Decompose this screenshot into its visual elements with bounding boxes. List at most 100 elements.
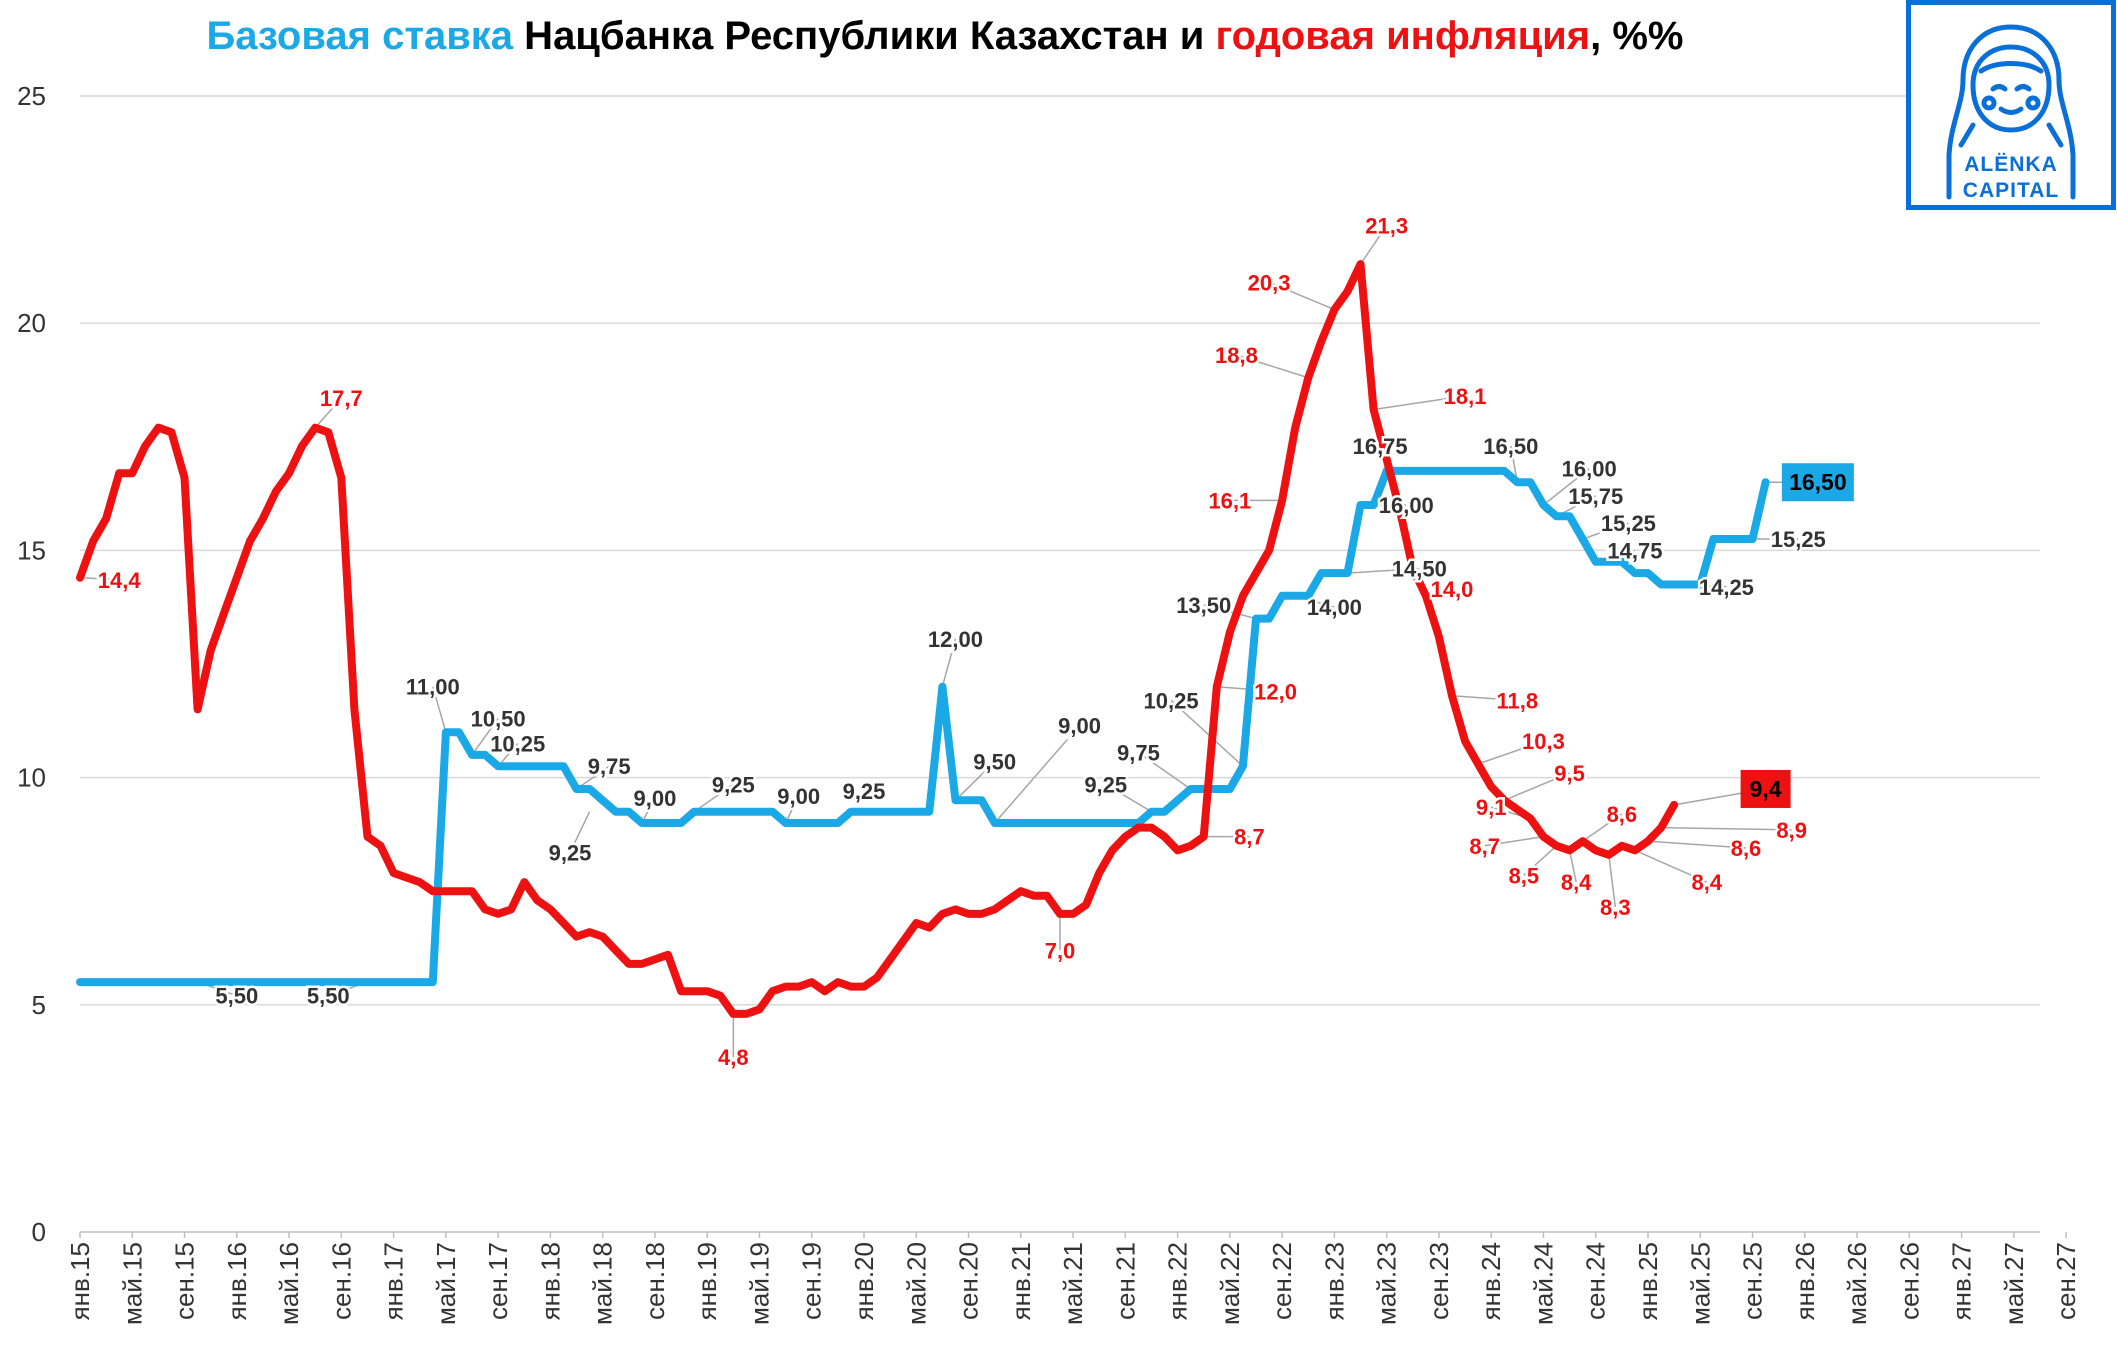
base-rate-line (76, 466, 1770, 987)
data-label: 9,25 (549, 841, 592, 866)
x-tick-label: сен.15 (170, 1242, 200, 1320)
x-tick-label: май.17 (431, 1242, 461, 1325)
x-tick-label: янв.27 (1947, 1242, 1977, 1320)
data-label: 15,25 (1601, 511, 1656, 536)
data-label: 8,5 (1509, 863, 1540, 888)
x-tick-label: янв.23 (1319, 1242, 1349, 1320)
data-label: 11,8 (1497, 688, 1539, 713)
inflation-line (76, 260, 1679, 1018)
leader-line (1105, 783, 1152, 813)
x-tick-label: сен.26 (1894, 1242, 1924, 1320)
gridlines (80, 95, 2040, 1233)
leader-line (641, 797, 656, 824)
leader-line (941, 638, 957, 687)
x-tick-label: янв.16 (222, 1242, 252, 1320)
leader-line (1647, 840, 1747, 849)
data-label: 13,50 (1176, 593, 1231, 618)
x-tick-label: янв.17 (379, 1242, 409, 1320)
leader-line (1359, 225, 1388, 265)
data-label: 9,5 (1554, 761, 1585, 786)
data-label: 16,50 (1789, 469, 1847, 495)
data-label: 8,7 (1234, 825, 1265, 850)
x-tick-label: сен.17 (483, 1242, 513, 1320)
data-label: 17,7 (320, 386, 363, 411)
leader-line (1582, 522, 1629, 540)
data-label-box (1740, 769, 1791, 808)
data-label: 12,00 (928, 627, 983, 652)
data-label: 10,3 (1522, 729, 1565, 754)
title-middle: Нацбанка Республики Казахстан и (513, 14, 1216, 58)
x-tick-label: май.24 (1528, 1242, 1558, 1325)
data-label: 9,4 (1750, 776, 1782, 802)
data-label: 9,00 (777, 784, 820, 809)
data-label: 14,0 (1431, 577, 1474, 602)
data-label-box (1781, 463, 1854, 502)
leader-line (1477, 740, 1544, 765)
x-tick-label: янв.26 (1790, 1242, 1820, 1320)
title-unit: , %% (1590, 14, 1684, 58)
x-tick-label: май.26 (1842, 1242, 1872, 1325)
leader-line (693, 783, 734, 813)
data-label: 9,50 (973, 750, 1016, 775)
x-tick-label: сен.19 (797, 1242, 827, 1320)
x-axis: янв.15 май.15 сен.15 янв.16 май.16 сен.16 янв.… (65, 1232, 2081, 1325)
annotation-leaders (79, 225, 1818, 1058)
y-tick-label: 20 (17, 308, 46, 338)
x-tick-label: май.15 (117, 1242, 147, 1325)
y-tick-label: 25 (17, 81, 46, 111)
x-tick-label: сен.21 (1110, 1242, 1140, 1320)
leader-line (1347, 567, 1420, 574)
x-tick-label: сен.18 (640, 1242, 670, 1320)
y-tick-label: 0 (32, 1217, 46, 1247)
x-tick-label: сен.23 (1424, 1242, 1454, 1320)
data-label: 8,6 (1607, 802, 1638, 827)
x-tick-label: сен.16 (326, 1242, 356, 1320)
leader-line (314, 397, 342, 429)
x-tick-label: май.23 (1372, 1242, 1402, 1325)
x-tick-label: янв.18 (535, 1242, 565, 1320)
leader-line (1137, 751, 1192, 790)
data-label: 8,7 (1469, 834, 1500, 859)
leader-line (1236, 354, 1309, 379)
x-tick-label: сен.20 (954, 1242, 984, 1320)
x-tick-label: май.20 (901, 1242, 931, 1325)
data-label: 9,00 (634, 786, 677, 811)
data-label: 18,1 (1444, 384, 1487, 409)
data-label: 9,25 (843, 779, 886, 804)
leader-line (1608, 854, 1617, 908)
data-label: 8,9 (1776, 818, 1807, 843)
x-tick-label: май.21 (1058, 1242, 1088, 1325)
matryoshka-icon (1946, 24, 2076, 200)
data-label: 16,00 (1562, 457, 1617, 482)
data-label: 9,75 (1117, 741, 1160, 766)
data-label: 7,0 (1045, 938, 1076, 963)
data-label: 21,3 (1365, 214, 1408, 239)
data-label: 15,25 (1771, 527, 1826, 552)
chart-title: Базовая ставка Нацбанка Республики Казах… (0, 14, 1890, 59)
x-tick-label: янв.20 (849, 1242, 879, 1320)
data-label: 18,8 (1215, 343, 1258, 368)
leader-line (471, 718, 499, 756)
x-tick-label: янв.22 (1163, 1242, 1193, 1320)
y-tick-label: 5 (32, 990, 46, 1020)
leader-line (1203, 604, 1257, 620)
data-label: 14,75 (1607, 538, 1662, 563)
data-label: 14,00 (1307, 595, 1362, 620)
y-tick-label: 10 (17, 763, 46, 793)
data-label: 9,00 (1058, 713, 1101, 738)
data-label: 5,50 (307, 984, 350, 1009)
leader-line (1582, 813, 1623, 842)
leader-line (1634, 849, 1708, 883)
data-label: 16,00 (1379, 493, 1434, 518)
data-label: 9,1 (1476, 795, 1507, 820)
x-tick-label: сен.22 (1267, 1242, 1297, 1320)
x-tick-label: янв.19 (692, 1242, 722, 1320)
leader-line (1484, 835, 1544, 847)
x-tick-label: сен.27 (2051, 1242, 2081, 1320)
series-lines (76, 260, 1770, 1018)
data-label: 16,1 (1208, 488, 1251, 513)
leader-line (1661, 826, 1792, 831)
title-inflation: годовая инфляция (1215, 14, 1591, 58)
